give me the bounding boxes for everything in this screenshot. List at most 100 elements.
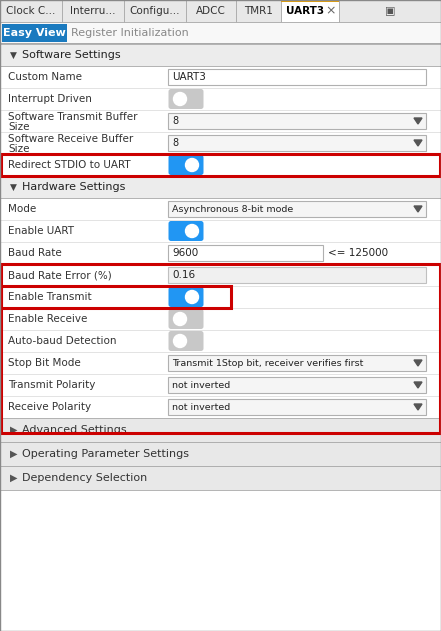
- Text: ▼: ▼: [10, 182, 17, 191]
- Text: ▣: ▣: [385, 6, 395, 16]
- Bar: [0, 264, 441, 286]
- Text: ×: ×: [326, 4, 336, 18]
- Bar: [168, 377, 426, 393]
- Text: Size: Size: [8, 144, 30, 154]
- Text: 9600: 9600: [172, 248, 198, 258]
- Text: <= 125000: <= 125000: [328, 248, 388, 258]
- Bar: [1, 286, 231, 308]
- Bar: [2, 24, 67, 42]
- Bar: [0, 66, 441, 88]
- Text: Operating Parameter Settings: Operating Parameter Settings: [22, 449, 189, 459]
- Text: ▶: ▶: [10, 425, 18, 435]
- Text: ▶: ▶: [10, 473, 18, 483]
- Text: Interrupt Driven: Interrupt Driven: [8, 94, 92, 104]
- Text: Size: Size: [8, 122, 30, 132]
- Bar: [0, 110, 441, 132]
- Text: Enable Transmit: Enable Transmit: [8, 292, 92, 302]
- FancyBboxPatch shape: [168, 287, 203, 307]
- Bar: [0, 132, 441, 154]
- Text: Baud Rate: Baud Rate: [8, 248, 62, 258]
- Bar: [168, 399, 426, 415]
- Text: ▼: ▼: [10, 50, 17, 59]
- Text: Transmit 1Stop bit, receiver verifies first: Transmit 1Stop bit, receiver verifies fi…: [172, 358, 363, 367]
- Bar: [124, 0, 186, 22]
- Text: ADCC: ADCC: [196, 6, 226, 16]
- Bar: [168, 245, 323, 261]
- Text: not inverted: not inverted: [172, 380, 230, 389]
- Text: Asynchronous 8-bit mode: Asynchronous 8-bit mode: [172, 204, 293, 213]
- Text: Stop Bit Mode: Stop Bit Mode: [8, 358, 81, 368]
- FancyBboxPatch shape: [168, 221, 203, 241]
- Bar: [168, 201, 426, 217]
- Bar: [0, 220, 441, 242]
- Bar: [1, 264, 440, 433]
- Polygon shape: [414, 382, 422, 388]
- Text: Software Transmit Buffer: Software Transmit Buffer: [8, 112, 138, 122]
- Text: Enable UART: Enable UART: [8, 226, 74, 236]
- Text: Advanced Settings: Advanced Settings: [22, 425, 127, 435]
- Bar: [0, 466, 441, 490]
- Text: TMR1: TMR1: [244, 6, 273, 16]
- Bar: [0, 442, 441, 466]
- Bar: [0, 88, 441, 110]
- Bar: [168, 355, 426, 371]
- Bar: [281, 0, 339, 22]
- Text: 8: 8: [172, 138, 178, 148]
- Bar: [0, 242, 441, 264]
- Text: Auto-baud Detection: Auto-baud Detection: [8, 336, 116, 346]
- FancyBboxPatch shape: [168, 155, 203, 175]
- Text: Redirect STDIO to UART: Redirect STDIO to UART: [8, 160, 131, 170]
- Bar: [0, 418, 441, 442]
- Text: UART3: UART3: [286, 6, 324, 16]
- Bar: [0, 154, 441, 176]
- Bar: [0, 396, 441, 418]
- Bar: [168, 135, 426, 151]
- Bar: [0, 330, 441, 352]
- Text: Enable Receive: Enable Receive: [8, 314, 87, 324]
- Text: Transmit Polarity: Transmit Polarity: [8, 380, 95, 390]
- Text: UART3: UART3: [172, 72, 206, 82]
- Bar: [281, 0, 339, 2]
- Bar: [236, 0, 281, 22]
- Polygon shape: [414, 404, 422, 410]
- Bar: [168, 113, 426, 129]
- Bar: [0, 286, 441, 308]
- Text: ▶: ▶: [10, 449, 18, 459]
- Text: 8: 8: [172, 116, 178, 126]
- Text: Custom Name: Custom Name: [8, 72, 82, 82]
- Bar: [62, 0, 124, 22]
- Circle shape: [186, 290, 198, 304]
- Bar: [0, 198, 441, 220]
- Bar: [0, 22, 441, 44]
- Circle shape: [186, 225, 198, 237]
- Circle shape: [173, 334, 187, 348]
- Bar: [0, 0, 62, 22]
- Circle shape: [186, 158, 198, 172]
- Text: Baud Rate Error (%): Baud Rate Error (%): [8, 270, 112, 280]
- FancyBboxPatch shape: [168, 331, 203, 351]
- Text: Interru...: Interru...: [70, 6, 116, 16]
- Bar: [0, 374, 441, 396]
- Bar: [186, 0, 236, 22]
- Text: Software Settings: Software Settings: [22, 50, 121, 60]
- Bar: [0, 44, 441, 66]
- Text: Easy View: Easy View: [3, 28, 65, 38]
- Circle shape: [173, 93, 187, 105]
- Bar: [168, 69, 426, 85]
- Bar: [0, 308, 441, 330]
- Text: not inverted: not inverted: [172, 403, 230, 411]
- Circle shape: [173, 312, 187, 326]
- Text: Mode: Mode: [8, 204, 36, 214]
- Text: Clock C...: Clock C...: [6, 6, 56, 16]
- Bar: [168, 267, 426, 283]
- Text: Dependency Selection: Dependency Selection: [22, 473, 147, 483]
- Polygon shape: [414, 206, 422, 212]
- Text: Configu...: Configu...: [130, 6, 180, 16]
- FancyBboxPatch shape: [168, 309, 203, 329]
- Bar: [0, 43, 441, 44]
- Polygon shape: [414, 360, 422, 366]
- Bar: [0, 0, 441, 22]
- Text: Hardware Settings: Hardware Settings: [22, 182, 125, 192]
- Text: 0.16: 0.16: [172, 270, 195, 280]
- Bar: [339, 0, 441, 22]
